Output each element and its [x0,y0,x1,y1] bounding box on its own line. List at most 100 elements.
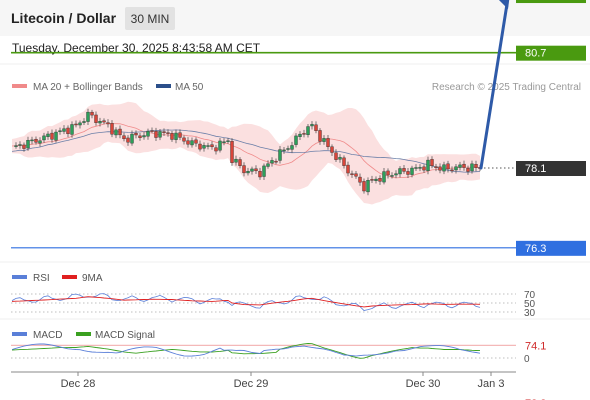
candle [190,137,194,148]
x-tick: Dec 30 [406,372,441,390]
candle [278,146,282,164]
target-arrow [479,0,510,170]
candle [314,121,318,134]
candle [286,145,290,152]
candle [442,161,446,175]
instrument-title: Litecoin / Dollar [11,10,117,26]
candle [394,170,398,179]
candle [22,142,26,152]
candle [146,128,150,140]
timestamp: Tuesday, December 30, 2025 8:43:58 AM CE… [12,41,261,55]
candle [150,127,154,134]
candle [66,125,70,138]
candle [126,135,130,146]
candle [242,162,246,177]
candle [210,141,214,150]
candle [378,175,382,185]
candle [18,141,22,149]
level-label: 74.1 [525,340,546,352]
candle [334,149,338,162]
candle [410,165,414,178]
rsi-9ma-legend-label: 9MA [82,273,103,284]
candle [246,167,250,176]
level-label: 82.0 [525,0,546,2]
ma20-legend-swatch [12,84,27,88]
x-tick: Jan 3 [478,372,504,390]
candle [322,135,326,145]
candle [250,166,254,175]
candle [14,142,18,149]
candle [418,164,422,172]
ma50-legend-label: MA 50 [175,82,204,93]
bollinger-band [12,101,480,205]
macd-signal-line [11,343,481,359]
candle [230,138,234,166]
rsi-level-label: 70 [524,290,536,301]
candle [354,171,358,179]
rsi-level-label: 50 [524,299,536,310]
candle [58,127,62,135]
candle [26,136,30,151]
candle [86,108,90,125]
candle [470,160,474,174]
macd-legend-label: MACD [33,330,62,341]
level-label: 80.7 [525,48,546,60]
candle [178,129,182,141]
timeframe-badge[interactable]: 30 MIN [125,7,175,30]
candle [186,137,190,148]
candle [218,137,222,153]
ma20-line [11,122,481,179]
candle [358,173,362,186]
main-price-panel: 82.0 80.7 78.1 76.3 74.1 72.8 [11,0,586,400]
rsi-level-30: 30 [11,308,536,319]
candle [326,134,330,150]
bollinger-band-area [12,101,480,205]
x-axis: Dec 28 Dec 29 Dec 30 Jan 3 [61,372,504,390]
ma20-path [11,122,481,179]
candle [194,137,198,147]
macd-line [11,343,481,357]
candle [222,138,226,146]
macd-legend-swatch [12,332,27,336]
candle [182,135,186,145]
candle [46,131,50,140]
candle [398,166,402,178]
candle [346,161,350,177]
candle [254,165,258,175]
candle [310,121,314,130]
rsi-legend-label: RSI [33,273,50,284]
candle [138,132,142,141]
ma50-line [11,129,481,173]
candle [430,156,434,169]
candle [206,142,210,150]
candle [462,160,466,171]
candle [362,178,366,194]
level-label: 72.8 [525,398,546,400]
rsi-legend-swatch [12,275,27,279]
rsi-level-label: 30 [524,308,536,319]
candle [214,144,218,155]
rsi-9ma-legend-swatch [62,275,77,279]
candle [142,132,146,140]
level-label: 78.1 [525,163,546,175]
candle [438,163,442,174]
candle [34,136,38,145]
candle [154,127,158,142]
candle [238,157,242,169]
level-label-box [516,161,586,176]
candle [290,141,294,153]
candle [446,160,450,173]
credit-text: Research © 2025 Trading Central [432,82,581,93]
x-tick: Dec 28 [61,372,95,390]
candle [114,127,118,139]
candle [306,123,310,138]
x-tick-label: Dec 30 [406,378,441,390]
candle [170,131,174,142]
candle [386,168,390,179]
level-label: 76.3 [525,243,546,255]
candle [274,158,278,165]
candle [174,129,178,144]
level-support: 76.3 [11,240,586,256]
